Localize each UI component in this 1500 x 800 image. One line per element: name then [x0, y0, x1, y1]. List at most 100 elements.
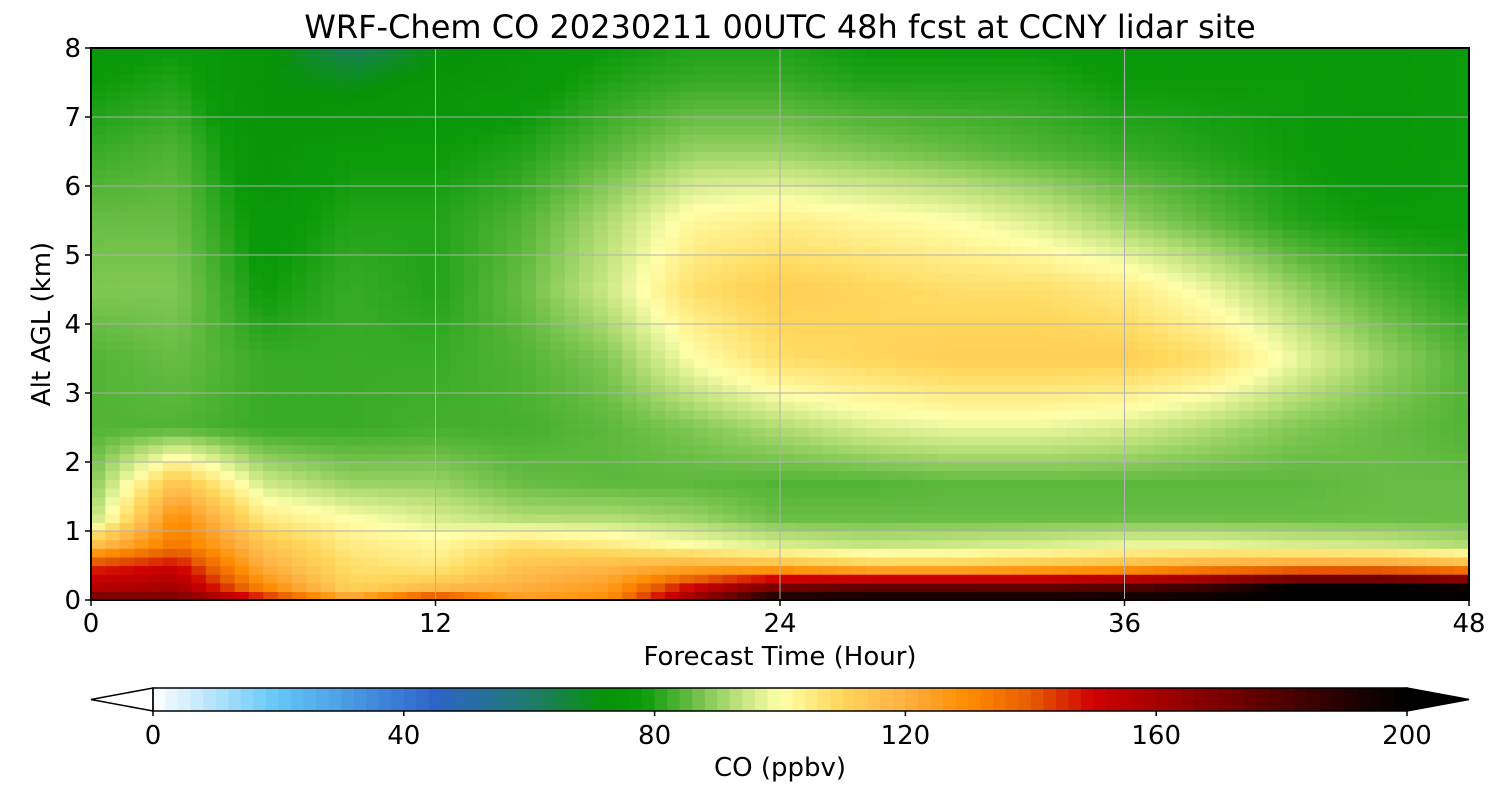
heatmap-cell	[335, 479, 350, 489]
heatmap-cell	[1382, 220, 1398, 230]
heatmap-cell	[162, 341, 178, 351]
heatmap-cell	[593, 315, 609, 325]
heatmap-cell	[1081, 436, 1097, 446]
heatmap-cell	[507, 194, 523, 204]
heatmap-cell	[1253, 315, 1269, 325]
heatmap-cell	[1124, 496, 1140, 506]
heatmap-cell	[1067, 513, 1083, 523]
heatmap-cell	[564, 462, 580, 472]
heatmap-cell	[679, 367, 695, 377]
heatmap-cell	[1282, 229, 1298, 239]
heatmap-cell	[435, 487, 451, 498]
heatmap-cell	[1038, 341, 1054, 351]
heatmap-cell	[894, 401, 910, 411]
heatmap-cell	[1224, 349, 1240, 360]
heatmap-cell	[1339, 332, 1355, 342]
heatmap-cell	[679, 263, 695, 273]
heatmap-cell	[622, 487, 638, 498]
heatmap-cell	[1038, 160, 1054, 170]
heatmap-cell	[1024, 177, 1039, 187]
heatmap-cell	[1411, 479, 1427, 489]
heatmap-cell	[1253, 229, 1269, 239]
heatmap-cell	[464, 177, 480, 187]
heatmap-cell	[1052, 255, 1068, 265]
heatmap-cell	[1440, 332, 1456, 342]
heatmap-cell	[1339, 168, 1355, 178]
heatmap-cell	[1181, 470, 1197, 480]
heatmap-cell	[478, 531, 494, 541]
heatmap-cell	[636, 565, 652, 575]
heatmap-cell	[952, 522, 968, 532]
heatmap-cell	[1425, 522, 1441, 532]
heatmap-cell	[1268, 462, 1283, 472]
heatmap-cell	[1167, 505, 1183, 515]
heatmap-cell	[392, 289, 408, 299]
heatmap-cell	[1081, 358, 1097, 368]
heatmap-cell	[1024, 539, 1039, 549]
heatmap-cell	[1339, 505, 1355, 515]
heatmap-cell	[794, 384, 810, 394]
heatmap-cell	[765, 211, 781, 222]
heatmap-cell	[464, 470, 480, 480]
heatmap-cell	[1124, 436, 1140, 446]
heatmap-cell	[263, 280, 279, 291]
heatmap-cell	[736, 220, 752, 230]
heatmap-cell	[1024, 522, 1039, 532]
heatmap-cell	[736, 496, 752, 506]
heatmap-cell	[1196, 298, 1212, 308]
heatmap-cell	[1181, 556, 1197, 567]
heatmap-cell	[119, 470, 135, 480]
heatmap-cell	[1397, 324, 1413, 334]
heatmap-cell	[1067, 306, 1083, 316]
heatmap-cell	[1282, 418, 1298, 429]
heatmap-cell	[119, 246, 135, 256]
heatmap-cell	[736, 513, 752, 523]
heatmap-cell	[291, 384, 307, 394]
heatmap-cell	[636, 151, 652, 161]
heatmap-cell	[722, 341, 738, 351]
heatmap-cell	[1425, 427, 1441, 437]
heatmap-cell	[478, 246, 494, 256]
heatmap-cell	[1095, 246, 1111, 256]
heatmap-cell	[263, 341, 279, 351]
heatmap-cell	[1425, 479, 1441, 489]
heatmap-cell	[478, 237, 494, 247]
heatmap-cell	[650, 255, 666, 265]
heatmap-cell	[1354, 513, 1370, 523]
heatmap-cell	[478, 479, 494, 489]
heatmap-cell	[1095, 444, 1111, 454]
heatmap-cell	[478, 444, 494, 454]
heatmap-cell	[966, 591, 982, 601]
heatmap-cell	[1167, 246, 1183, 256]
heatmap-cell	[306, 367, 322, 377]
heatmap-cell	[521, 539, 537, 549]
heatmap-cell	[177, 211, 193, 222]
heatmap-cell	[966, 505, 982, 515]
heatmap-cell	[378, 177, 394, 187]
heatmap-cell	[162, 444, 178, 454]
heatmap-cell	[205, 565, 221, 575]
heatmap-cell	[205, 358, 221, 368]
heatmap-cell	[335, 513, 350, 523]
heatmap-cell	[923, 462, 939, 472]
heatmap-cell	[564, 582, 580, 592]
heatmap-cell	[966, 203, 982, 213]
heatmap-cell	[952, 470, 968, 480]
heatmap-cell	[866, 556, 882, 567]
heatmap-cell	[937, 462, 953, 472]
heatmap-cell	[894, 367, 910, 377]
heatmap-cell	[837, 315, 853, 325]
heatmap-cell	[636, 255, 652, 265]
heatmap-cell	[1196, 565, 1212, 575]
heatmap-cell	[593, 384, 609, 394]
heatmap-cell	[507, 401, 523, 411]
heatmap-cell	[349, 194, 365, 204]
heatmap-cell	[1397, 591, 1413, 601]
heatmap-cell	[937, 582, 953, 592]
heatmap-cell	[134, 332, 150, 342]
heatmap-cell	[248, 229, 264, 239]
heatmap-cell	[363, 246, 379, 256]
heatmap-cell	[937, 298, 953, 308]
heatmap-cell	[564, 324, 580, 334]
heatmap-cell	[306, 324, 322, 334]
